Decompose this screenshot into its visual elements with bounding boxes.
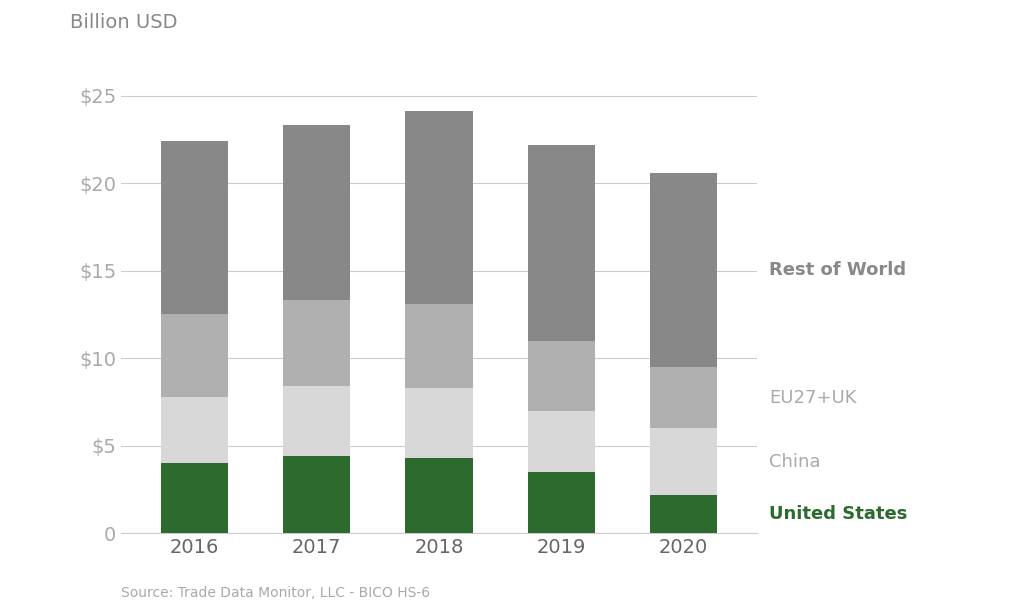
Text: Source: Trade Data Monitor, LLC - BICO HS-6: Source: Trade Data Monitor, LLC - BICO H… xyxy=(121,586,430,600)
Bar xyxy=(284,301,350,386)
Text: EU27+UK: EU27+UK xyxy=(770,388,857,407)
Bar xyxy=(406,112,472,304)
Bar xyxy=(160,397,228,463)
Bar xyxy=(528,472,594,533)
Bar xyxy=(284,386,350,456)
Bar xyxy=(650,428,717,494)
Bar xyxy=(650,494,717,533)
Text: Rest of World: Rest of World xyxy=(770,261,907,279)
Bar xyxy=(406,458,472,533)
Text: Billion USD: Billion USD xyxy=(71,13,178,32)
Bar xyxy=(650,173,717,367)
Bar xyxy=(528,145,594,341)
Text: United States: United States xyxy=(770,505,908,523)
Bar xyxy=(160,315,228,397)
Bar xyxy=(528,411,594,472)
Bar xyxy=(284,125,350,301)
Text: China: China xyxy=(770,453,821,470)
Bar xyxy=(528,341,594,411)
Bar xyxy=(160,141,228,315)
Bar xyxy=(650,367,717,428)
Bar xyxy=(406,304,472,388)
Bar xyxy=(160,463,228,533)
Bar xyxy=(406,388,472,458)
Bar xyxy=(284,456,350,533)
